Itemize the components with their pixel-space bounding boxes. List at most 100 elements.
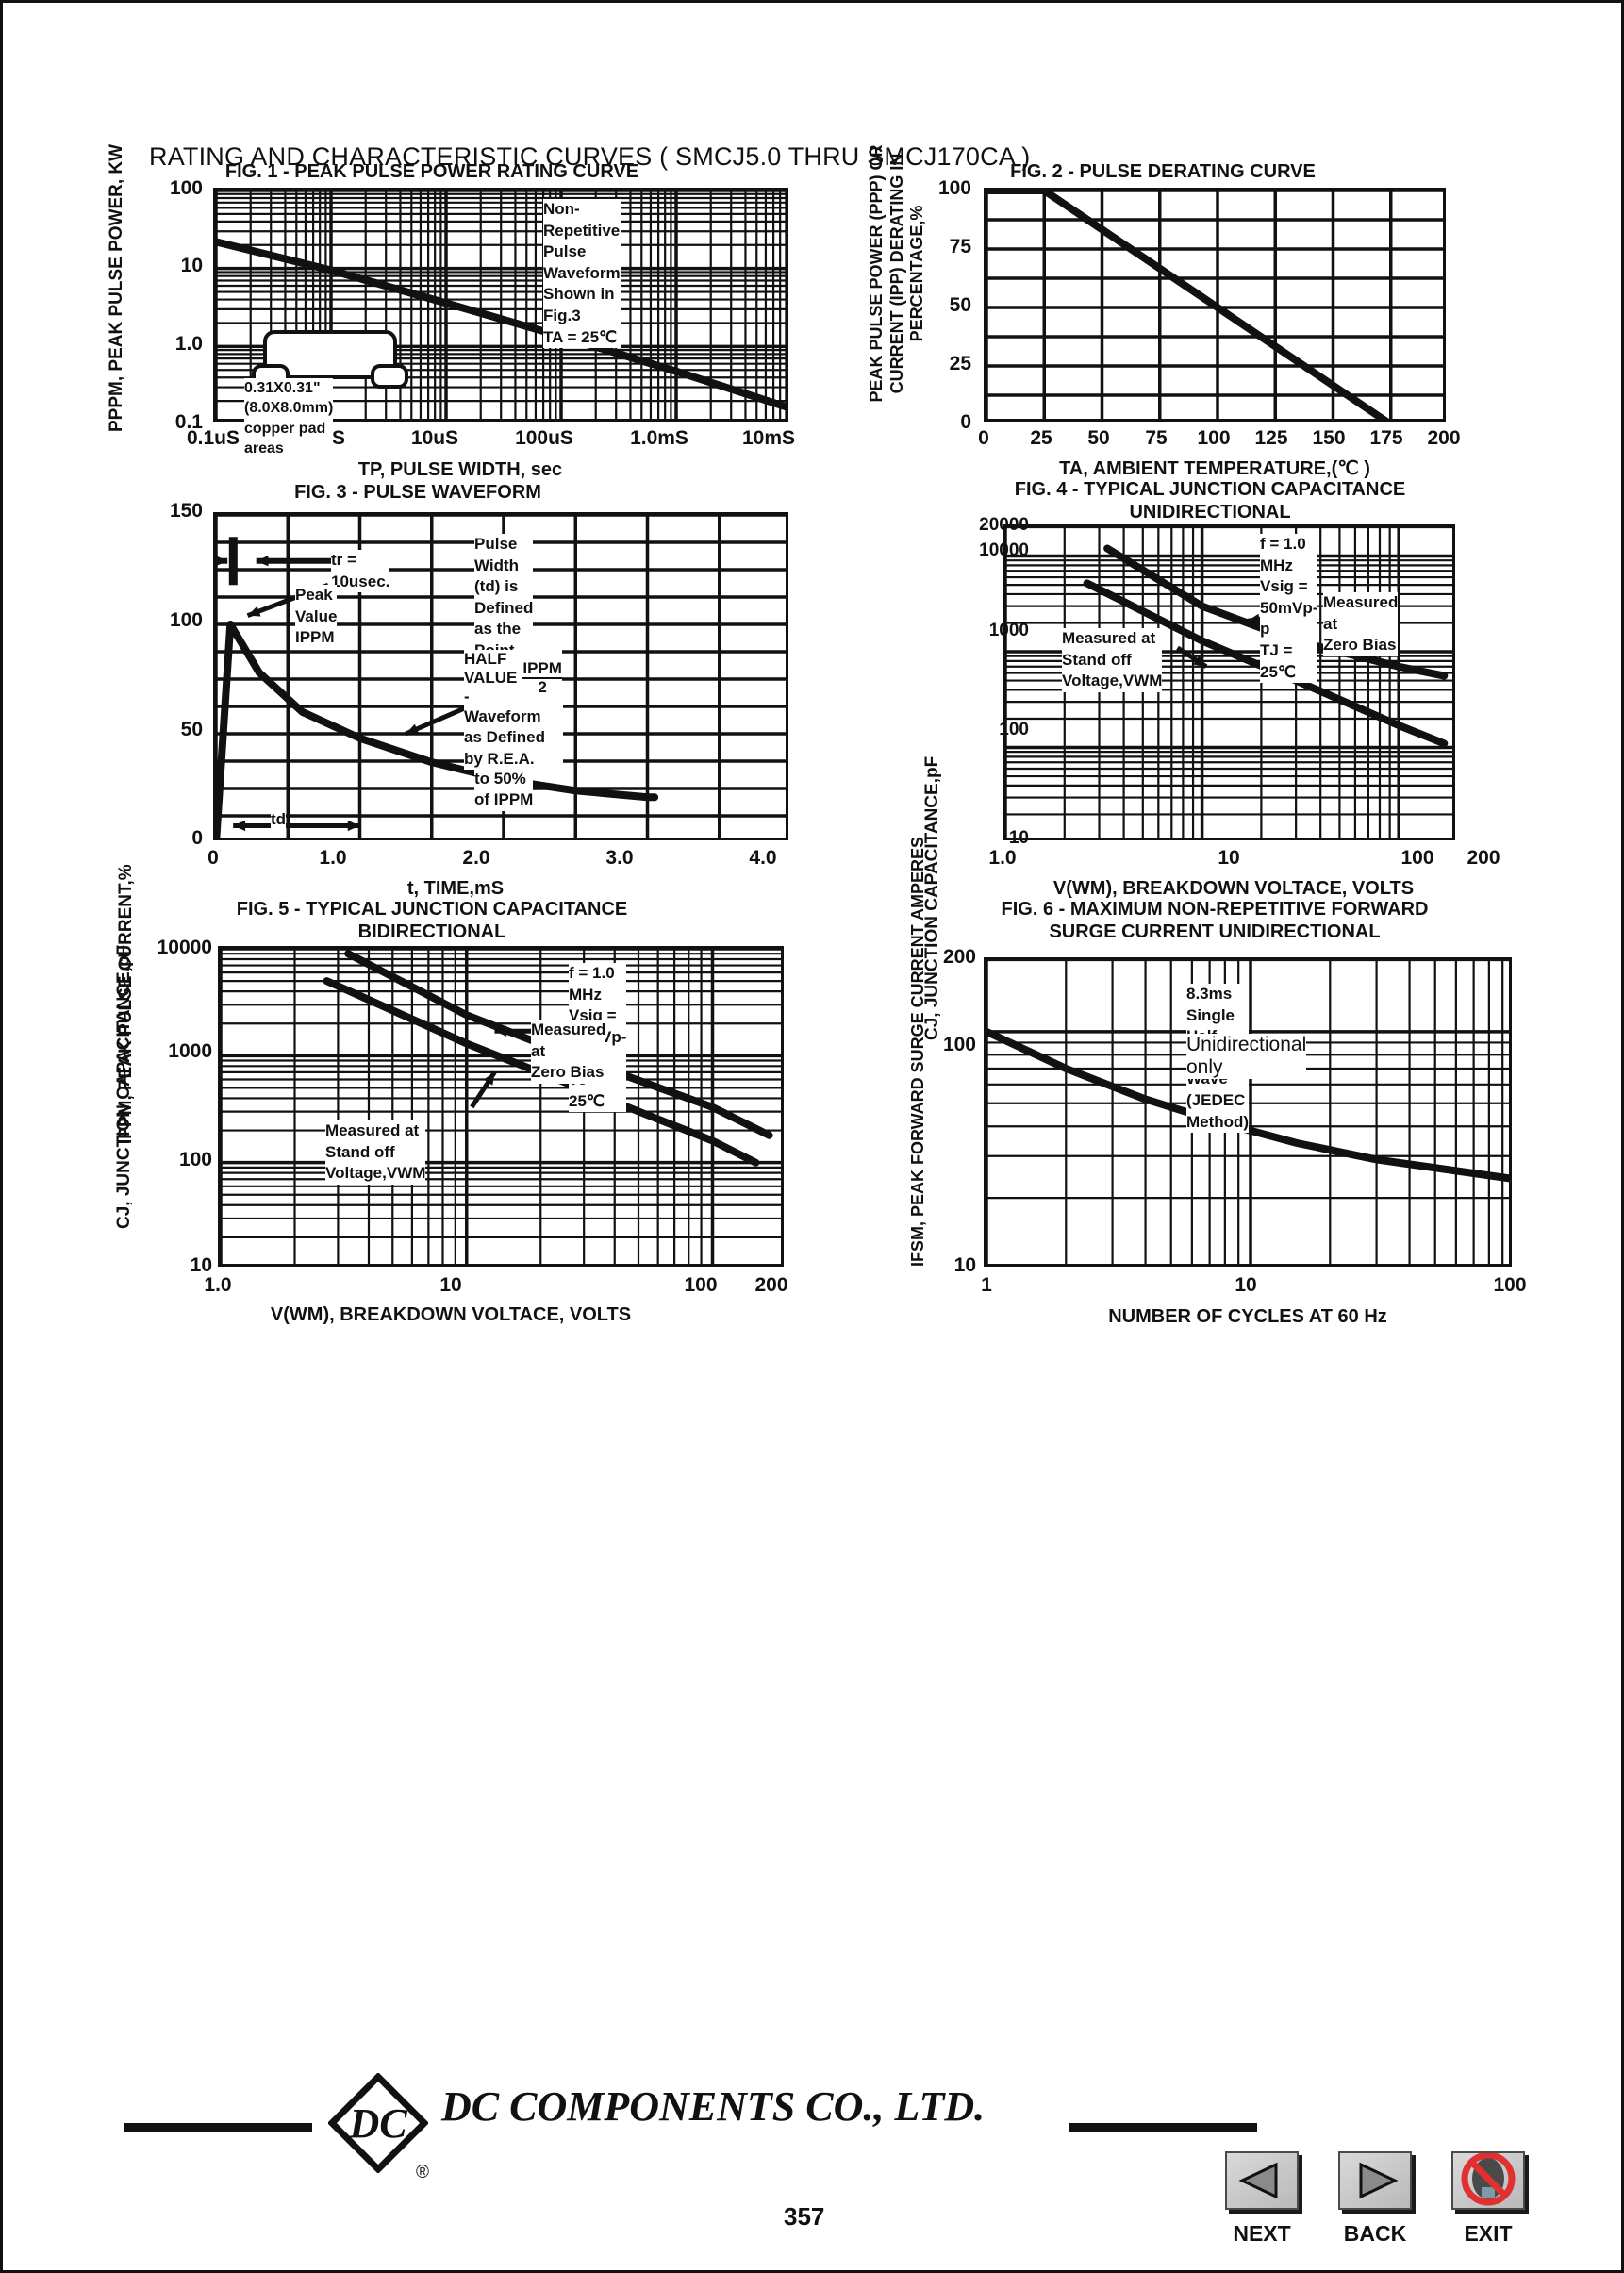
fig3-title: FIG. 3 - PULSE WAVEFORM: [294, 482, 541, 503]
right-arrow-icon: [1359, 2162, 1399, 2199]
fig5-ytick-3: 10: [190, 1254, 212, 1276]
fig1-xlabel: TP, PULSE WIDTH, sec: [357, 459, 563, 480]
fig4-xtick-1: 10: [1218, 847, 1240, 869]
fig3-ytick-0: 150: [169, 500, 203, 522]
fig5-ytick-1: 1000: [168, 1040, 212, 1062]
fig4-ytick-1: 10000: [979, 540, 1029, 560]
fig5-zero-bias-label: Measured at Zero Bias: [531, 1020, 606, 1084]
fig3-xtick-2: 2.0: [462, 847, 490, 869]
fig6-annotation-2: Unidirectional only: [1186, 1034, 1307, 1079]
fig5-xlabel: V(WM), BREAKDOWN VOLTACE, VOLTS: [270, 1304, 632, 1325]
fig1-xtick-3: 100uS: [515, 427, 573, 449]
fig6-title: FIG. 6 - MAXIMUM NON-REPETITIVE FORWARD …: [1001, 899, 1429, 942]
fig4-ytick-3: 100: [999, 720, 1029, 739]
fig3-tr-note: tr = 10usec.: [331, 550, 389, 593]
fig4-ytick-0: 20000: [979, 515, 1029, 535]
fig4-ytick-2: 1000: [988, 621, 1029, 640]
fig2-plot: [984, 188, 1446, 422]
fig3-halfvalue-denominator: 2: [522, 677, 562, 696]
fig4-stand-off-label: Measured at Stand off Voltage,VWM: [1062, 628, 1163, 692]
fig4-ytick-4: 10: [1008, 828, 1029, 848]
fig2-title: FIG. 2 - PULSE DERATING CURVE: [1010, 161, 1316, 182]
fig2-ytick-2: 50: [949, 294, 971, 316]
fig1-ytick-0: 100: [169, 177, 203, 199]
fig1-ytick-1: 10: [180, 255, 203, 276]
fig1-xtick-4: 1.0mS: [630, 427, 688, 449]
fig6-xtick-1: 10: [1235, 1274, 1257, 1296]
page-number: 357: [784, 2202, 825, 2231]
next-button[interactable]: [1225, 2151, 1299, 2210]
fig2-xtick-0: 0: [978, 427, 989, 449]
fig5-title: FIG. 5 - TYPICAL JUNCTION CAPACITANCE BI…: [236, 899, 628, 942]
fig3-halfvalue-formula: HALF VALUE - IPPM 2: [464, 650, 562, 706]
fig5-ytick-0: 10000: [157, 937, 212, 958]
fig4-xtick-2: 100: [1400, 847, 1434, 869]
fig6-ytick-2: 10: [953, 1254, 976, 1276]
fig2-ytick-0: 100: [937, 177, 971, 199]
registered-trademark-icon: ®: [416, 2163, 429, 2182]
logo-monogram: DC: [348, 2100, 407, 2147]
company-logo: DC: [327, 2072, 429, 2174]
fig4-xtick-3: 200: [1467, 847, 1500, 869]
fig5-plot: [218, 946, 784, 1267]
fig3-xtick-3: 3.0: [605, 847, 634, 869]
fig6-ytick-0: 200: [942, 946, 976, 968]
fig4-xlabel: V(WM), BREAKDOWN VOLTACE, VOLTS: [1052, 878, 1415, 899]
fig6-xtick-2: 100: [1493, 1274, 1527, 1296]
fig3-waveform-note: 10/1000usec. Waveform as Defined by R.E.…: [464, 685, 563, 771]
back-button-label[interactable]: BACK: [1343, 2221, 1407, 2246]
fig1-ytick-2: 1.0: [174, 333, 203, 355]
fig2-xtick-7: 175: [1369, 427, 1403, 449]
fig3-halfvalue-label: HALF VALUE -: [464, 650, 518, 705]
no-entry-icon: [1461, 2151, 1516, 2206]
fig2-ytick-3: 25: [949, 353, 971, 374]
fig2-xtick-2: 50: [1087, 427, 1110, 449]
fig3-peak-note: Peak Value IPPM: [295, 585, 337, 649]
fig6-ytick-1: 100: [942, 1034, 976, 1055]
fig3-xtick-4: 4.0: [749, 847, 777, 869]
fig2-ytick-1: 75: [949, 236, 971, 257]
fig2-xtick-8: 200: [1427, 427, 1461, 449]
exit-button[interactable]: [1451, 2151, 1525, 2210]
fig4-zero-bias-label: Measured at Zero Bias: [1323, 592, 1399, 656]
page-title: RATING AND CHARACTERISTIC CURVES ( SMCJ5…: [149, 142, 1031, 171]
fig6-xtick-0: 1: [981, 1274, 992, 1296]
fig1-xtick-0: 0.1uS: [186, 427, 240, 449]
fig2-xtick-6: 150: [1312, 427, 1346, 449]
fig2-xtick-3: 75: [1145, 427, 1168, 449]
fig1-ylabel: PPPM, PEAK PULSE POWER, KW: [107, 143, 126, 432]
exit-button-label[interactable]: EXIT: [1464, 2221, 1513, 2246]
fig3-ytick-3: 0: [191, 827, 203, 849]
fig3-ytick-1: 100: [169, 609, 203, 631]
fig5-stand-off-label: Measured at Stand off Voltage,VWM: [325, 1120, 426, 1185]
fig6-xlabel: NUMBER OF CYCLES AT 60 Hz: [1108, 1306, 1387, 1327]
fig5-xtick-0: 1.0: [204, 1274, 232, 1296]
fig3-halfvalue-numerator: IPPM: [522, 659, 562, 678]
fig1-ytick-3: 0.1: [174, 411, 203, 433]
fig3-xtick-0: 0: [207, 847, 219, 869]
fig2-xlabel: TA, AMBIENT TEMPERATURE,(℃ ): [1059, 458, 1370, 479]
fig5-ylabel: CJ, JUNCTION CAPACITANCE,pF: [114, 944, 134, 1229]
fig1-xtick-5: 10mS: [741, 427, 796, 449]
fig2-ytick-4: 0: [960, 411, 971, 433]
fig2-ylabel: PEAK PULSE POWER (PPP) OR CURRENT (IPP) …: [867, 144, 927, 403]
fig1-title: FIG. 1 - PEAK PULSE POWER RATING CURVE: [224, 161, 639, 182]
fig1-xtick-2: 10uS: [410, 427, 459, 449]
footer-rule-right: [1069, 2123, 1257, 2132]
fig5-xtick-1: 10: [439, 1274, 462, 1296]
fig4-title: FIG. 4 - TYPICAL JUNCTION CAPACITANCE UN…: [1014, 479, 1406, 523]
fig4-conditions: f = 1.0 MHz Vsig = 50mVp-p TJ = 25℃: [1260, 534, 1317, 684]
fig2-xtick-4: 100: [1197, 427, 1231, 449]
fig3-td-label: td: [271, 810, 287, 829]
fig2-xtick-5: 125: [1254, 427, 1288, 449]
next-button-label[interactable]: NEXT: [1233, 2221, 1291, 2246]
fig5-ytick-2: 100: [178, 1149, 212, 1170]
back-button[interactable]: [1338, 2151, 1412, 2210]
fig1-annotation: Non-Repetitive Pulse Waveform Shown in F…: [543, 199, 621, 349]
fig5-xtick-2: 100: [684, 1274, 718, 1296]
fig1-pad-note: 0.31X0.31"(8.0X8.0mm) copper pad areas: [244, 378, 334, 459]
footer-rule-left: [124, 2123, 312, 2132]
fig3-ytick-2: 50: [180, 719, 203, 740]
fig5-xtick-3: 200: [754, 1274, 788, 1296]
